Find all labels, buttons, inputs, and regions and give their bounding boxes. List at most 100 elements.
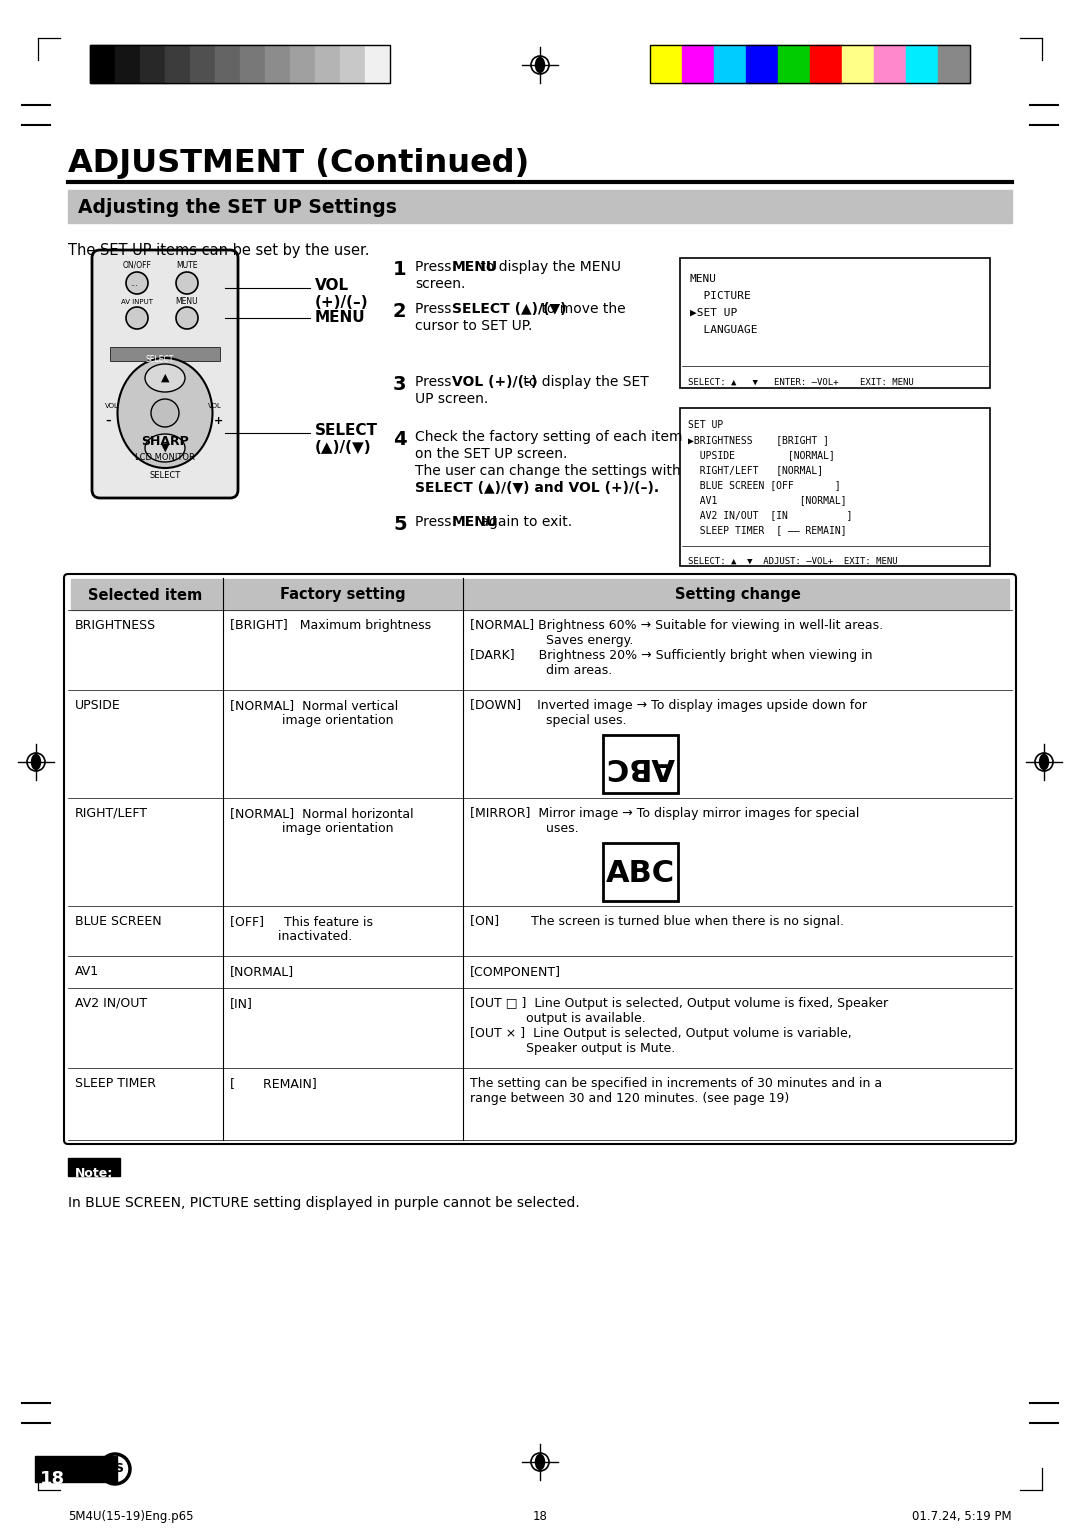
- Text: to display the MENU: to display the MENU: [476, 260, 621, 274]
- Text: LCD MONITOR: LCD MONITOR: [135, 452, 194, 461]
- Text: [NORMAL] Brightness 60% → Suitable for viewing in well-lit areas.: [NORMAL] Brightness 60% → Suitable for v…: [470, 619, 883, 633]
- Text: UP screen.: UP screen.: [415, 393, 488, 406]
- Text: output is available.: output is available.: [470, 1012, 646, 1025]
- Text: 4: 4: [393, 429, 407, 449]
- Text: Selected item: Selected item: [89, 587, 203, 602]
- Text: RIGHT/LEFT   [NORMAL]: RIGHT/LEFT [NORMAL]: [688, 465, 823, 475]
- Text: image orientation: image orientation: [230, 714, 393, 727]
- Text: cursor to SET UP.: cursor to SET UP.: [415, 319, 532, 333]
- Text: MENU: MENU: [451, 515, 498, 529]
- Bar: [90, 44, 114, 83]
- Text: (▲)/(▼): (▲)/(▼): [315, 440, 372, 455]
- Text: ...: ...: [130, 278, 138, 287]
- Text: SLEEP TIMER: SLEEP TIMER: [75, 1077, 156, 1089]
- Text: AV INPUT: AV INPUT: [121, 299, 153, 306]
- Text: ▲: ▲: [161, 373, 170, 384]
- Text: ADJUSTMENT (Continued): ADJUSTMENT (Continued): [68, 148, 529, 179]
- Text: 01.7.24, 5:19 PM: 01.7.24, 5:19 PM: [913, 1510, 1012, 1523]
- Text: [DARK]      Brightness 20% → Sufficiently bright when viewing in: [DARK] Brightness 20% → Sufficiently bri…: [470, 649, 873, 662]
- Text: special uses.: special uses.: [470, 714, 626, 727]
- Ellipse shape: [536, 1455, 544, 1470]
- Ellipse shape: [118, 358, 213, 468]
- Bar: [35, 1456, 117, 1482]
- Text: The user can change the settings with: The user can change the settings with: [415, 465, 680, 478]
- Bar: [778, 44, 810, 83]
- Text: SELECT: SELECT: [149, 471, 180, 480]
- Text: MENU: MENU: [690, 274, 717, 284]
- Ellipse shape: [145, 434, 185, 461]
- Text: Note:: Note:: [75, 1167, 113, 1180]
- Bar: [340, 44, 365, 83]
- Text: SHARP: SHARP: [141, 435, 189, 448]
- Text: US: US: [106, 1462, 124, 1476]
- Text: Speaker output is Mute.: Speaker output is Mute.: [470, 1042, 675, 1054]
- Bar: [215, 44, 240, 83]
- Bar: [714, 44, 746, 83]
- Text: Press: Press: [415, 515, 456, 529]
- Text: Press: Press: [415, 374, 456, 390]
- Text: Saves energy.: Saves energy.: [470, 634, 633, 646]
- Text: [ON]        The screen is turned blue when there is no signal.: [ON] The screen is turned blue when ther…: [470, 915, 843, 927]
- Text: LANGUAGE: LANGUAGE: [690, 325, 757, 335]
- Text: SELECT (▲)/(▼) and VOL (+)/(–).: SELECT (▲)/(▼) and VOL (+)/(–).: [415, 481, 659, 495]
- Bar: [603, 843, 678, 902]
- Text: SELECT: ▲   ▼   ENTER: –VOL+    EXIT: MENU: SELECT: ▲ ▼ ENTER: –VOL+ EXIT: MENU: [688, 377, 914, 387]
- Bar: [365, 44, 390, 83]
- Bar: [265, 44, 291, 83]
- Bar: [114, 44, 140, 83]
- Text: +: +: [214, 416, 224, 426]
- Bar: [315, 44, 340, 83]
- Text: BLUE SCREEN [OFF       ]: BLUE SCREEN [OFF ]: [688, 480, 840, 490]
- Bar: [291, 44, 315, 83]
- Bar: [939, 44, 970, 83]
- Text: AV2 IN/OUT  [IN          ]: AV2 IN/OUT [IN ]: [688, 510, 852, 520]
- Text: ▶BRIGHTNESS    [BRIGHT ]: ▶BRIGHTNESS [BRIGHT ]: [688, 435, 829, 445]
- Ellipse shape: [1039, 755, 1049, 770]
- Text: Adjusting the SET UP Settings: Adjusting the SET UP Settings: [78, 199, 396, 217]
- Bar: [68, 1158, 120, 1177]
- Bar: [842, 44, 874, 83]
- Text: [       REMAIN]: [ REMAIN]: [230, 1077, 316, 1089]
- Text: MENU: MENU: [176, 296, 199, 306]
- Text: Setting change: Setting change: [675, 587, 800, 602]
- Text: [IN]: [IN]: [230, 996, 253, 1010]
- Text: ABC: ABC: [606, 859, 675, 888]
- Text: inactivated.: inactivated.: [230, 931, 352, 943]
- Text: Press: Press: [415, 260, 456, 274]
- Bar: [810, 44, 842, 83]
- Text: Factory setting: Factory setting: [280, 587, 406, 602]
- Text: [NORMAL]  Normal horizontal: [NORMAL] Normal horizontal: [230, 807, 414, 821]
- Text: again to exit.: again to exit.: [476, 515, 572, 529]
- Text: [NORMAL]: [NORMAL]: [230, 966, 294, 978]
- Text: PICTURE: PICTURE: [690, 290, 751, 301]
- Bar: [603, 735, 678, 793]
- Text: 18: 18: [40, 1470, 65, 1488]
- Text: 3: 3: [393, 374, 406, 394]
- Text: [OFF]     This feature is: [OFF] This feature is: [230, 915, 373, 927]
- Text: SELECT: ▲  ▼  ADJUST: –VOL+  EXIT: MENU: SELECT: ▲ ▼ ADJUST: –VOL+ EXIT: MENU: [688, 558, 897, 565]
- Text: –: –: [105, 416, 110, 426]
- Bar: [681, 44, 714, 83]
- Bar: [746, 44, 778, 83]
- Circle shape: [151, 399, 179, 426]
- Text: to display the SET: to display the SET: [518, 374, 648, 390]
- Text: 5M4U(15-19)Eng.p65: 5M4U(15-19)Eng.p65: [68, 1510, 193, 1523]
- Text: screen.: screen.: [415, 277, 465, 290]
- Text: SELECT: SELECT: [315, 423, 378, 439]
- Text: [BRIGHT]   Maximum brightness: [BRIGHT] Maximum brightness: [230, 619, 431, 633]
- Bar: [874, 44, 906, 83]
- Text: [DOWN]    Inverted image → To display images upside down for: [DOWN] Inverted image → To display image…: [470, 698, 867, 712]
- Text: [MIRROR]  Mirror image → To display mirror images for special: [MIRROR] Mirror image → To display mirro…: [470, 807, 860, 821]
- Text: Press: Press: [415, 303, 456, 316]
- Text: on the SET UP screen.: on the SET UP screen.: [415, 448, 567, 461]
- Bar: [140, 44, 165, 83]
- Text: 5: 5: [393, 515, 407, 533]
- Ellipse shape: [145, 364, 185, 393]
- Text: SLEEP TIMER  [ —— REMAIN]: SLEEP TIMER [ —— REMAIN]: [688, 526, 847, 535]
- Circle shape: [176, 272, 198, 293]
- Bar: [165, 44, 190, 83]
- Circle shape: [176, 307, 198, 329]
- Text: UPSIDE         [NORMAL]: UPSIDE [NORMAL]: [688, 451, 835, 460]
- Text: In BLUE SCREEN, PICTURE setting displayed in purple cannot be selected.: In BLUE SCREEN, PICTURE setting displaye…: [68, 1196, 580, 1210]
- Text: MENU: MENU: [451, 260, 498, 274]
